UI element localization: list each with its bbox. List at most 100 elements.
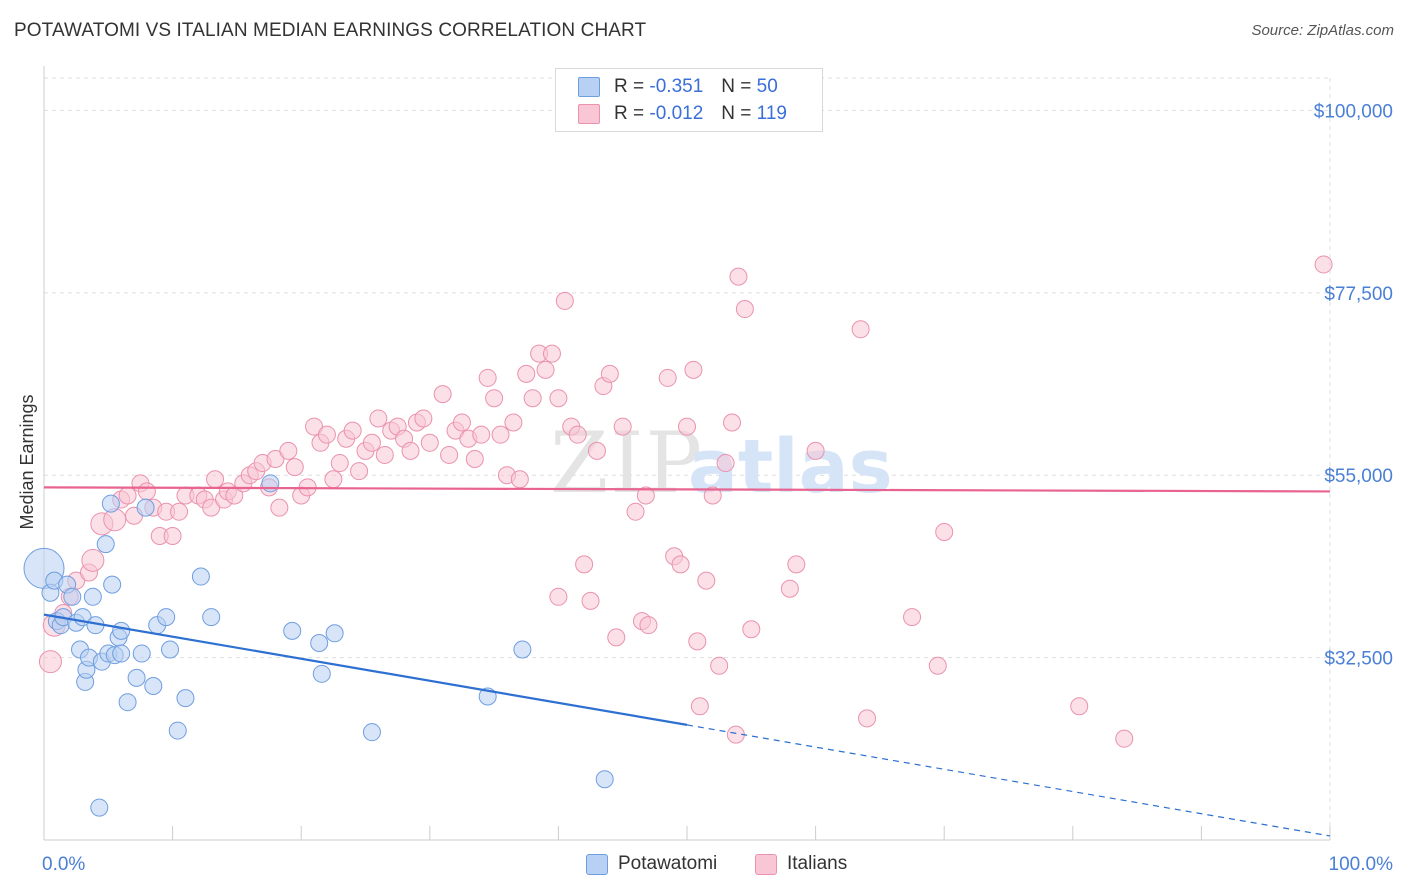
- legend-r-value: -0.351: [649, 76, 704, 97]
- italians-points: [38, 255, 1333, 748]
- potawatomi-trend-line: [43, 613, 688, 726]
- data-point: [671, 555, 690, 574]
- data-point: [806, 441, 825, 460]
- data-point: [742, 620, 761, 639]
- data-point: [513, 640, 532, 659]
- data-point: [787, 555, 806, 574]
- data-point: [690, 697, 709, 716]
- data-point: [285, 458, 304, 477]
- data-point: [103, 508, 127, 532]
- chart-source: Source: ZipAtlas.com: [1251, 22, 1394, 39]
- x-tick-label-min: 0.0%: [42, 854, 85, 875]
- italians-swatch: [578, 104, 600, 124]
- data-point: [517, 364, 536, 383]
- legend-n-label: N =: [721, 103, 752, 124]
- data-point: [206, 470, 225, 489]
- data-point: [112, 644, 131, 663]
- data-point: [735, 300, 754, 319]
- data-point: [38, 650, 62, 674]
- italians-trend-line: [43, 486, 1331, 493]
- legend-r-label: R =: [614, 76, 645, 97]
- data-point: [283, 621, 302, 640]
- data-point: [157, 608, 176, 627]
- data-point: [485, 389, 504, 408]
- legend-row-potawatomi: R = -0.351 N = 50: [578, 74, 778, 100]
- data-point: [935, 522, 954, 541]
- data-point: [103, 575, 122, 594]
- data-point: [90, 798, 109, 817]
- data-point: [600, 364, 619, 383]
- data-point: [170, 502, 189, 521]
- data-point: [362, 433, 381, 452]
- y-tick-label: $32,500: [1324, 649, 1393, 670]
- data-point: [684, 360, 703, 379]
- data-point: [1314, 255, 1333, 274]
- trend-lines: [43, 486, 1331, 837]
- potawatomi-legend-swatch: [586, 853, 608, 875]
- data-point: [472, 425, 491, 444]
- axis-labels: $32,500 $55,000 $77,500 $100,000 0.0% 100.0% M…: [17, 101, 1393, 875]
- correlation-legend: R = -0.351 N = 50 R = -0.012 N = 119: [555, 68, 823, 132]
- data-point: [928, 656, 947, 675]
- data-point: [780, 579, 799, 598]
- data-point: [202, 498, 221, 517]
- bottom-legend-italians: Italians: [755, 851, 847, 877]
- data-point: [191, 567, 210, 586]
- data-point: [658, 368, 677, 387]
- data-point: [401, 441, 420, 460]
- bottom-legend-potawatomi: Potawatomi: [586, 851, 717, 877]
- data-point: [101, 494, 120, 513]
- data-point: [613, 417, 632, 436]
- data-point: [440, 445, 459, 464]
- data-point: [729, 267, 748, 286]
- data-point: [510, 470, 529, 489]
- data-point: [112, 621, 131, 640]
- data-point: [465, 450, 484, 468]
- potawatomi-swatch: [578, 77, 600, 97]
- legend-n-value: 119: [756, 103, 787, 124]
- legend-row-italians: R = -0.012 N = 119: [578, 101, 787, 127]
- axes: [43, 66, 1331, 841]
- data-point: [710, 656, 729, 675]
- data-point: [1115, 729, 1134, 748]
- data-point: [310, 634, 329, 653]
- data-point: [626, 502, 645, 521]
- potawatomi-trend-extension: [686, 724, 1331, 837]
- potawatomi-legend-label: Potawatomi: [618, 853, 718, 874]
- data-point: [542, 344, 561, 363]
- data-point: [330, 454, 349, 473]
- data-point: [202, 608, 221, 627]
- data-point: [161, 640, 180, 659]
- data-point: [536, 360, 555, 379]
- y-tick-label: $77,500: [1324, 284, 1393, 305]
- data-point: [703, 486, 722, 505]
- data-point: [697, 571, 716, 590]
- data-point: [96, 535, 115, 554]
- data-point: [581, 591, 600, 610]
- data-point: [639, 616, 658, 635]
- y-tick-label: $55,000: [1324, 466, 1393, 487]
- data-point: [369, 409, 388, 428]
- data-point: [325, 624, 344, 643]
- data-point: [81, 548, 105, 572]
- data-point: [312, 664, 331, 683]
- data-point: [279, 441, 298, 460]
- data-point: [168, 721, 187, 740]
- legend-r-label: R =: [614, 103, 645, 124]
- data-point: [607, 628, 626, 647]
- data-point: [362, 723, 381, 742]
- data-point: [63, 587, 82, 606]
- data-point: [324, 470, 343, 489]
- data-point: [723, 413, 742, 432]
- data-point: [132, 644, 151, 663]
- italians-legend-swatch: [755, 853, 777, 875]
- data-point: [523, 389, 542, 408]
- data-point: [350, 462, 369, 481]
- data-point: [414, 409, 433, 428]
- data-point: [305, 417, 324, 436]
- y-axis-title: Median Earnings: [17, 394, 37, 529]
- data-point: [452, 413, 471, 432]
- data-point: [118, 486, 137, 505]
- data-point: [903, 608, 922, 627]
